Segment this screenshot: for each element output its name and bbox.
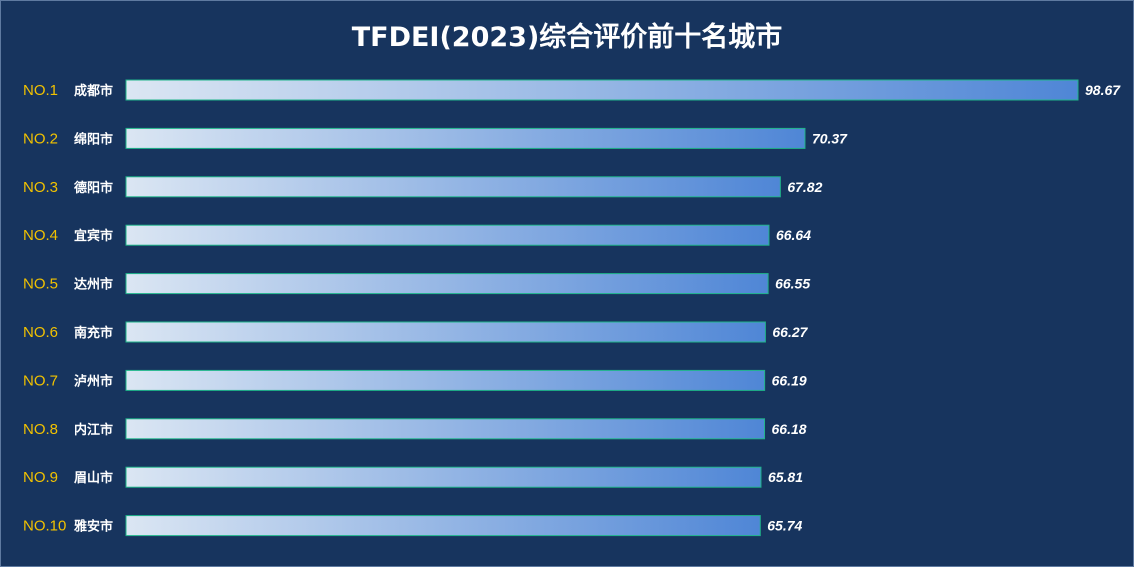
chart-title: TFDEI(2023)综合评价前十名城市 — [351, 22, 783, 53]
rank-label: NO.8 — [23, 421, 58, 438]
value-label: 66.19 — [772, 372, 807, 388]
rank-label: NO.5 — [23, 276, 58, 293]
bar — [125, 79, 1079, 101]
bar — [125, 321, 766, 343]
value-label: 67.82 — [787, 179, 822, 195]
city-label: 眉山市 — [74, 470, 113, 486]
bar — [125, 224, 770, 246]
bar — [125, 418, 766, 440]
bar — [125, 273, 769, 295]
city-label: 达州市 — [74, 277, 113, 293]
rank-label: NO.10 — [23, 518, 66, 535]
city-label: 宜宾市 — [74, 228, 113, 244]
rank-label: NO.7 — [23, 372, 58, 389]
bar — [125, 127, 806, 149]
city-label: 成都市 — [74, 83, 113, 99]
value-label: 66.18 — [772, 421, 807, 437]
city-label: 绵阳市 — [74, 131, 113, 147]
rank-label: NO.1 — [23, 82, 58, 99]
bar — [125, 466, 762, 488]
value-label: 70.37 — [812, 130, 848, 146]
value-label: 65.81 — [768, 469, 803, 485]
city-label: 南充市 — [74, 325, 113, 341]
value-label: 65.74 — [767, 518, 802, 534]
rank-label: NO.6 — [23, 324, 58, 341]
value-label: 66.55 — [775, 276, 810, 292]
bar — [125, 369, 766, 391]
value-label: 66.64 — [776, 227, 811, 243]
rank-label: NO.9 — [23, 469, 58, 486]
city-label: 内江市 — [74, 422, 113, 438]
rank-label: NO.2 — [23, 130, 58, 147]
city-label: 雅安市 — [74, 519, 113, 535]
rank-label: NO.3 — [23, 179, 58, 196]
value-label: 66.27 — [772, 324, 808, 340]
rank-label: NO.4 — [23, 227, 58, 244]
city-label: 德阳市 — [74, 180, 113, 196]
value-label: 98.67 — [1085, 82, 1121, 98]
bar — [125, 515, 761, 537]
city-label: 泸州市 — [74, 373, 113, 389]
bar — [125, 176, 781, 198]
